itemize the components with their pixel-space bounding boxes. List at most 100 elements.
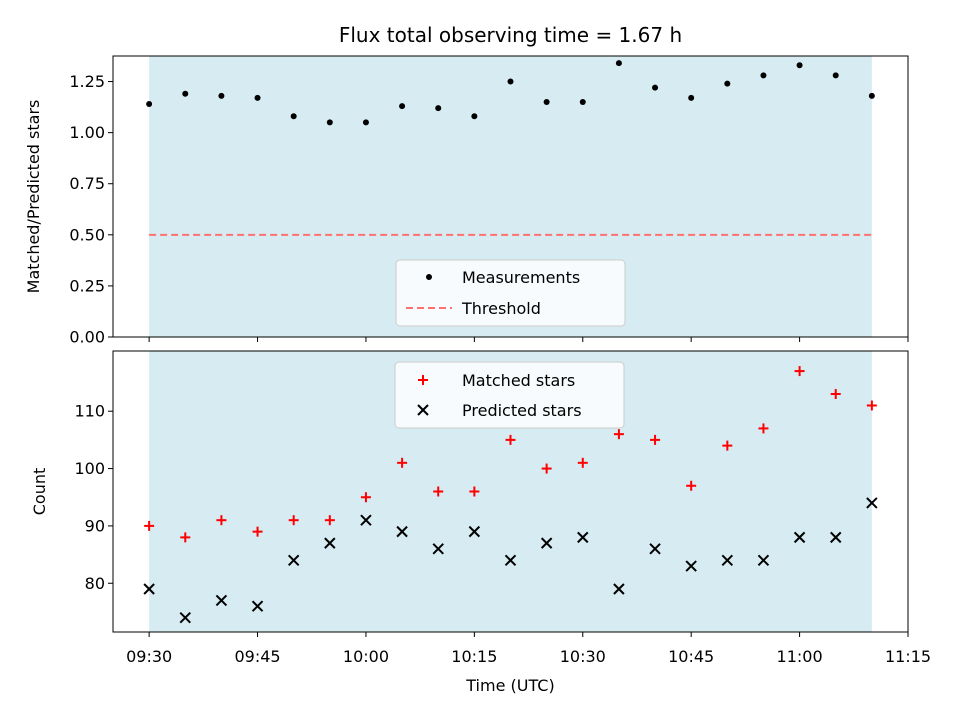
matched-star-point — [469, 486, 480, 497]
matched-star-point — [758, 423, 769, 434]
measurement-point — [796, 62, 803, 69]
legend-matched-marker — [418, 375, 428, 385]
y-tick-label: 100 — [74, 459, 105, 478]
measurement-point — [146, 101, 153, 108]
matched-star-point — [686, 480, 697, 491]
measurement-point — [471, 113, 478, 120]
measurement-point — [290, 113, 297, 120]
top-y-ticks: 0.00 0.25 0.50 0.75 1.00 1.25 — [69, 72, 113, 347]
bottom-y-axis-label: Count — [30, 468, 49, 516]
x-tick-label: 11:00 — [777, 647, 823, 666]
matched-star-point — [180, 532, 191, 543]
measurement-point — [868, 92, 875, 99]
matched-star-point — [794, 366, 805, 377]
measurement-point — [326, 119, 333, 126]
measurement-points — [146, 60, 875, 126]
predicted-star-point — [396, 525, 408, 538]
top-axes-frame — [112, 55, 909, 338]
top-legend: Measurements Threshold — [395, 259, 626, 327]
y-tick-label: 90 — [85, 516, 105, 535]
matched-stars-points — [144, 366, 877, 543]
measurement-point — [652, 84, 659, 91]
predicted-star-point — [649, 543, 661, 555]
chart-title: Flux total observing time = 1.67 h — [339, 23, 682, 47]
measurement-point — [724, 80, 731, 87]
x-tick-label: 10:00 — [343, 647, 389, 666]
measurement-point — [760, 72, 767, 79]
matched-star-point — [505, 434, 516, 445]
y-tick-label: 110 — [74, 402, 105, 421]
y-tick-label: 0.25 — [69, 276, 105, 295]
predicted-star-point — [251, 600, 264, 612]
matched-star-point — [650, 434, 661, 445]
legend-threshold-label: Threshold — [461, 299, 541, 318]
x-axis-label: Time (UTC) — [465, 676, 554, 695]
predicted-stars-points — [143, 497, 878, 624]
predicted-star-point — [613, 583, 625, 595]
matched-star-point — [830, 389, 841, 400]
legend-matched-label: Matched stars — [462, 371, 575, 390]
predicted-star-point — [468, 525, 481, 538]
bottom-panel: 80 90 100 110 09:30 09:45 10:00 10:15 10:30 10:4… — [30, 350, 931, 695]
legend-predicted-x — [417, 404, 429, 416]
measurement-point — [254, 94, 261, 101]
x-tick-label: 10:45 — [668, 647, 714, 666]
top-legend-box — [395, 259, 626, 327]
matched-star-point — [397, 457, 408, 468]
y-tick-label: 0.75 — [69, 174, 105, 193]
legend-matched-plus — [418, 375, 428, 385]
predicted-star-point — [685, 560, 697, 572]
predicted-star-point — [432, 543, 444, 555]
y-tick-label: 1.00 — [69, 123, 105, 142]
predicted-star-point — [360, 514, 372, 526]
measurement-point — [832, 72, 839, 79]
bottom-legend-box — [394, 361, 625, 429]
predicted-star-point — [143, 583, 155, 595]
matched-star-point — [252, 526, 263, 537]
predicted-star-point — [504, 554, 517, 567]
measurement-point — [399, 103, 406, 110]
y-tick-label: 1.25 — [69, 72, 105, 91]
predicted-star-point — [830, 531, 842, 544]
x-tick-label: 09:30 — [126, 647, 172, 666]
predicted-star-point — [577, 531, 589, 544]
x-tick-label: 09:45 — [234, 647, 280, 666]
matched-star-point — [324, 515, 335, 526]
matched-star-point — [144, 520, 155, 531]
matched-star-point — [613, 429, 624, 440]
measurement-point — [688, 94, 695, 101]
y-tick-label: 80 — [85, 574, 105, 593]
x-tick-label: 11:15 — [885, 647, 931, 666]
bottom-y-ticks: 80 90 100 110 — [74, 402, 113, 593]
predicted-star-point — [721, 554, 734, 567]
top-x-ticks — [148, 337, 909, 342]
measurement-point — [182, 90, 189, 97]
predicted-star-point — [324, 537, 336, 549]
top-y-axis-label: Matched/Predicted stars — [24, 100, 43, 294]
matched-star-point — [866, 400, 877, 411]
matched-star-point — [722, 440, 733, 451]
predicted-star-point — [540, 537, 553, 549]
predicted-star-point — [215, 594, 228, 607]
measurement-point — [615, 60, 622, 67]
bottom-legend: Matched stars Predicted stars — [394, 361, 625, 429]
top-panel: 0.00 0.25 0.50 0.75 1.00 1.25 Flux total obse… — [24, 23, 909, 347]
matched-star-point — [577, 457, 588, 468]
legend-measurements-marker — [426, 274, 432, 280]
measurement-point — [579, 98, 586, 105]
bottom-axes-frame — [112, 350, 909, 633]
matched-star-point — [216, 515, 227, 526]
measurement-point — [507, 78, 514, 85]
measurement-point — [218, 92, 225, 99]
matched-star-point — [541, 463, 552, 474]
legend-predicted-label: Predicted stars — [462, 401, 582, 420]
y-tick-label: 0.00 — [69, 328, 105, 347]
y-tick-label: 0.50 — [69, 225, 105, 244]
measurement-point — [362, 119, 369, 126]
matched-star-point — [360, 492, 371, 503]
matched-star-point — [433, 486, 444, 497]
legend-measurements-label: Measurements — [462, 268, 580, 287]
bottom-x-ticks: 09:30 09:45 10:00 10:15 10:30 10:45 11:00 11:15 — [126, 632, 931, 666]
x-tick-label: 10:30 — [560, 647, 606, 666]
